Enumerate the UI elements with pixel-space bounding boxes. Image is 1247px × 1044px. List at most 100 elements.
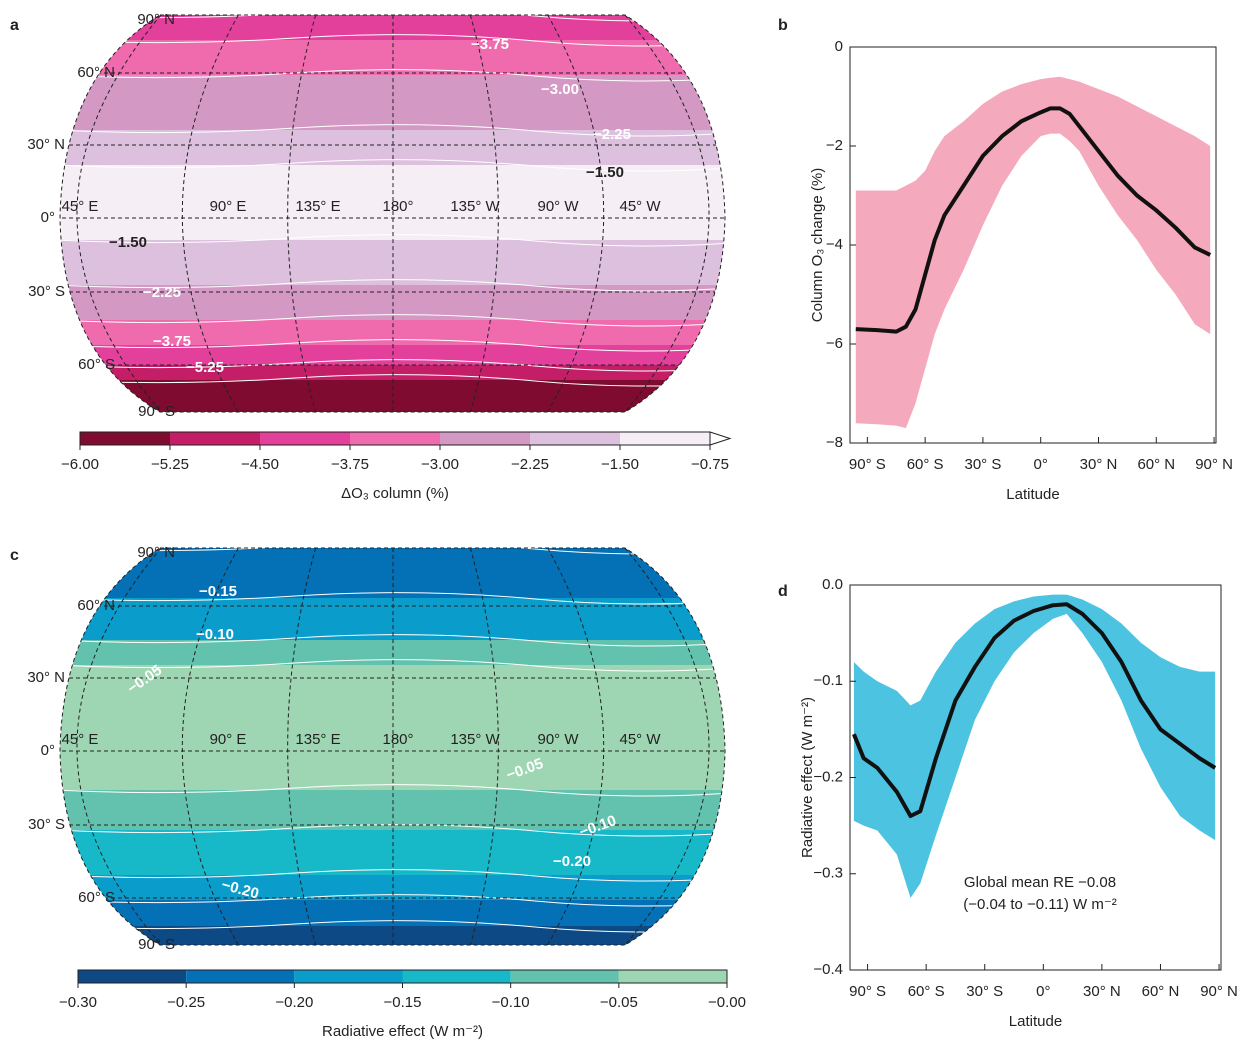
- map: [60, 15, 725, 412]
- colorbar-tick-label: −3.75: [331, 456, 369, 473]
- x-tick-label: 0°: [1034, 456, 1048, 473]
- y-tick-label: −2: [826, 137, 843, 154]
- meridian: [76, 548, 162, 945]
- latitude-label: 30° S: [28, 816, 65, 833]
- line: [852, 602, 1217, 818]
- colorbar-tick-label: −4.50: [241, 456, 279, 473]
- contour-label: −3.75: [153, 333, 191, 350]
- latitude-label: 60° S: [78, 889, 115, 906]
- panel-label: c: [10, 547, 19, 564]
- map-outline: [59, 547, 726, 946]
- map-band: [60, 75, 725, 130]
- contour-line: [60, 374, 725, 387]
- map-band: [60, 875, 725, 900]
- contour-line: [60, 34, 725, 47]
- contour-line: [60, 279, 725, 292]
- annotation: (−0.04 to −0.11) W m⁻²: [963, 896, 1117, 913]
- y-tick-label: −6: [826, 335, 843, 352]
- longitude-label: 45° W: [619, 731, 661, 748]
- colorbar-tick-label: −2.25: [511, 456, 549, 473]
- colorbar-tick-label: −0.10: [492, 994, 530, 1011]
- x-tick-label: 60° S: [908, 983, 945, 1000]
- range-band: [853, 594, 1216, 898]
- colorbar-tick-label: −1.50: [601, 456, 639, 473]
- latitude-label: 30° N: [27, 136, 65, 153]
- y-tick-label: 0: [835, 38, 843, 55]
- longitude-label: 135° E: [295, 198, 340, 215]
- latitude-label: 0°: [41, 742, 55, 759]
- colorbar-bin: [80, 432, 170, 445]
- x-tick-label: 90° S: [849, 983, 886, 1000]
- y-tick-label: −0.2: [813, 768, 843, 785]
- colorbar-bin: [78, 970, 187, 983]
- contour-line: [60, 359, 725, 372]
- colorbar-label: Radiative effect (W m⁻²): [322, 1023, 483, 1040]
- latitude-label: 90° N: [137, 544, 175, 561]
- contour-label: −3.00: [541, 81, 579, 98]
- contour-line: [60, 314, 725, 327]
- colorbar-bin: [510, 970, 619, 983]
- meridian: [181, 15, 239, 412]
- y-tick-label: −0.3: [813, 865, 843, 882]
- panel-label: b: [778, 17, 788, 34]
- x-tick-label: 60° N: [1137, 456, 1175, 473]
- contour-label: −2.25: [593, 126, 631, 143]
- contour-line: [60, 339, 725, 352]
- colorbar-tick-label: −0.00: [708, 994, 746, 1011]
- contour-line: [60, 124, 725, 137]
- latitude-label: 90° S: [138, 403, 175, 420]
- contour-line: [60, 784, 725, 797]
- latitude-label: 0°: [41, 209, 55, 226]
- colorbar-bin: [186, 970, 295, 983]
- colorbar-bin: [402, 970, 511, 983]
- meridian: [76, 15, 162, 412]
- latitude-label: 30° S: [28, 283, 65, 300]
- contour-line: [60, 634, 725, 647]
- colorbar-extension: [709, 431, 732, 446]
- y-tick-label: −0.1: [813, 672, 843, 689]
- longitude-label: 90° W: [537, 731, 579, 748]
- latitude-label: 60° S: [78, 356, 115, 373]
- map-band: [60, 640, 725, 665]
- contour-line: [60, 894, 725, 907]
- y-axis-label: Radiative effect (W m⁻²): [799, 697, 816, 858]
- colorbar-label: ΔO₃ column (%): [341, 485, 449, 502]
- longitude-label: 45° E: [62, 731, 99, 748]
- colorbar-tick-label: −0.05: [600, 994, 638, 1011]
- colorbar-tick-label: −5.25: [151, 456, 189, 473]
- map-band: [60, 830, 725, 875]
- x-tick-label: 30° N: [1080, 456, 1118, 473]
- colorbar-bin: [440, 432, 530, 445]
- latitude-label: 60° N: [77, 64, 115, 81]
- colorbar-tick-label: −0.20: [275, 994, 313, 1011]
- contour-label: −3.75: [471, 36, 509, 53]
- x-tick-label: 60° S: [907, 456, 944, 473]
- contour-line: [60, 869, 725, 882]
- colorbar-bin: [618, 970, 727, 983]
- map: [60, 548, 725, 945]
- contour-line: [60, 234, 725, 247]
- x-axis-label: Latitude: [1006, 486, 1059, 503]
- meridian: [547, 15, 605, 412]
- x-tick-label: 60° N: [1142, 983, 1180, 1000]
- map-band: [60, 240, 725, 285]
- latitude-label: 90° N: [137, 11, 175, 28]
- colorbar-tick-label: −0.75: [691, 456, 729, 473]
- colorbar-tick-label: −0.15: [384, 994, 422, 1011]
- colorbar-tick-label: −0.30: [59, 994, 97, 1011]
- latitude-label: 60° N: [77, 597, 115, 614]
- annotation: Global mean RE −0.08: [964, 874, 1116, 891]
- map-band: [60, 665, 725, 790]
- latitude-label: 30° N: [27, 669, 65, 686]
- contour-label: −1.50: [109, 234, 147, 251]
- contour-label: −0.10: [196, 626, 234, 643]
- contour-line: [60, 69, 725, 82]
- x-tick-label: 90° S: [849, 456, 886, 473]
- range-band: [855, 76, 1211, 429]
- meridian: [547, 548, 605, 945]
- colorbar-bin: [260, 432, 350, 445]
- colorbar-tick-label: −6.00: [61, 456, 99, 473]
- colorbar-bin: [530, 432, 620, 445]
- longitude-label: 45° W: [619, 198, 661, 215]
